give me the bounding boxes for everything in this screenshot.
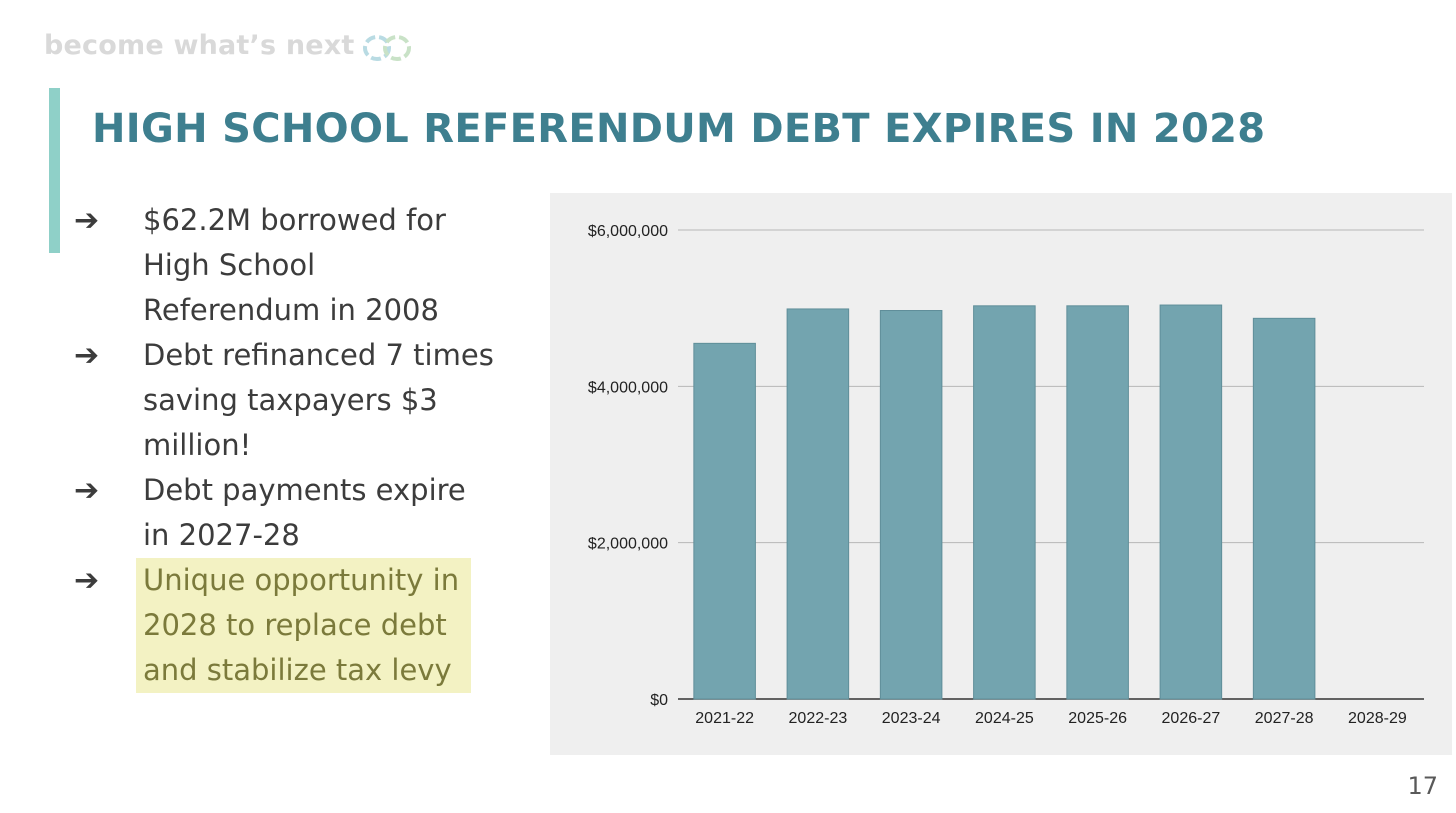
- arrow-right-icon: ➔: [74, 473, 100, 508]
- y-tick-label: $4,000,000: [588, 379, 668, 396]
- tagline: become what’s next: [44, 30, 355, 61]
- infinity-logo-icon: [363, 35, 411, 61]
- bar-2022-23: [786, 308, 850, 700]
- y-tick-label: $6,000,000: [588, 223, 668, 240]
- chart-panel: $0 $2,000,000 $4,000,000 $6,000,000 2021-22 2…: [550, 193, 1452, 755]
- bullet-item: ➔ Debt payments expire in 2027-28: [74, 468, 494, 558]
- bullet-item: ➔ $62.2M borrowed for High School Refere…: [74, 198, 494, 333]
- slide-title: HIGH SCHOOL REFERENDUM DEBT EXPIRES IN 2…: [92, 106, 1266, 152]
- bullet-item-highlighted: ➔ Unique opportunity in 2028 to replace …: [74, 558, 494, 693]
- x-tick-label: 2023-24: [882, 710, 941, 727]
- x-tick-label: 2024-25: [975, 710, 1034, 727]
- page-number: 17: [1407, 772, 1438, 800]
- x-tick-label: 2021-22: [695, 710, 754, 727]
- arrow-right-icon: ➔: [74, 338, 100, 373]
- bar-2027-28: [1252, 317, 1316, 700]
- bullet-text: $62.2M borrowed for High School Referend…: [143, 203, 446, 327]
- x-tick-label: 2026-27: [1162, 710, 1221, 727]
- y-tick-label: $0: [650, 692, 668, 709]
- bar-2024-25: [973, 305, 1036, 700]
- title-accent-bar: [49, 88, 60, 253]
- x-tick-label: 2028-29: [1348, 710, 1407, 727]
- bullet-text: Debt payments expire in 2027-28: [143, 473, 466, 552]
- bar-chart: $0 $2,000,000 $4,000,000 $6,000,000 2021-22 2…: [588, 223, 1424, 727]
- bar-2025-26: [1066, 305, 1129, 700]
- y-tick-label: $2,000,000: [588, 536, 668, 553]
- bar-2026-27: [1159, 304, 1223, 700]
- bullet-item: ➔ Debt refinanced 7 times saving taxpaye…: [74, 333, 494, 468]
- bar-2021-22: [693, 342, 756, 700]
- bullet-text-highlighted: Unique opportunity in 2028 to replace de…: [136, 558, 471, 693]
- x-tick-label: 2025-26: [1068, 710, 1127, 727]
- x-tick-label: 2022-23: [789, 710, 848, 727]
- x-tick-label: 2027-28: [1255, 710, 1314, 727]
- arrow-right-icon: ➔: [74, 203, 100, 238]
- arrow-right-icon: ➔: [74, 563, 100, 598]
- bullet-list: ➔ $62.2M borrowed for High School Refere…: [74, 198, 494, 693]
- bullet-text: Debt refinanced 7 times saving taxpayers…: [143, 338, 494, 462]
- bar-2023-24: [879, 310, 943, 700]
